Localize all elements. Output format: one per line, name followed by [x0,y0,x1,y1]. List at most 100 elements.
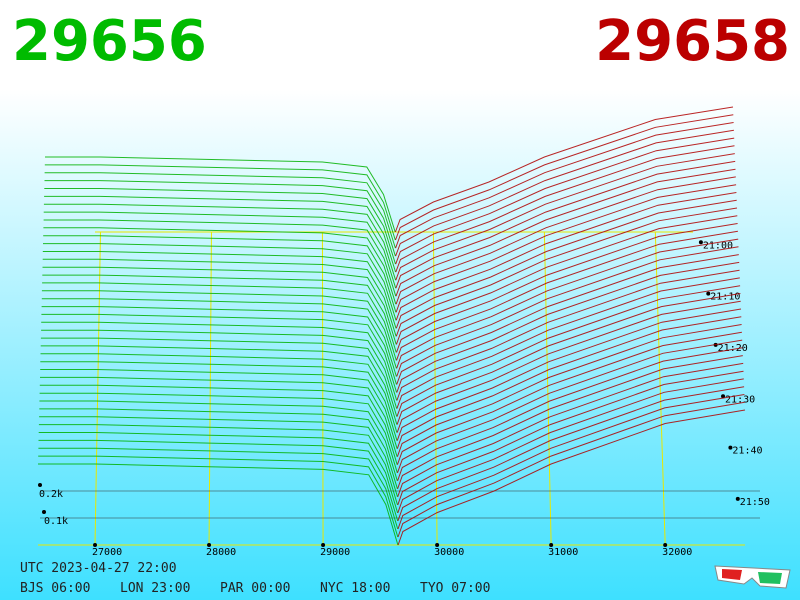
x-tick-label: 28000 [206,547,236,558]
depth-curve [397,386,745,522]
depth-curve [39,384,398,465]
x-tick-mark [93,543,98,547]
depth-curve [397,394,745,530]
depth-curve [396,300,741,433]
depth-curve [38,424,398,506]
depth-curve [41,306,397,385]
depth-curve [396,254,739,385]
x-tick-label: 31000 [548,547,578,558]
depth-curve [39,416,398,497]
depth-curve [394,106,734,233]
depth-curve [42,274,397,353]
time-tick-mark [706,291,711,296]
depth-curve [397,378,744,514]
depth-curve [41,313,398,393]
depth-curve [44,172,396,249]
x-tick-mark [321,543,326,547]
depth-curve [395,215,738,345]
depth-curve [43,227,397,305]
depth-curve [44,188,396,265]
depth-curve [41,329,398,409]
depth-curve [395,153,735,281]
time-tick-mark [735,496,740,501]
time-tick-label: 21:00 [703,240,733,251]
depth-curve [41,321,398,401]
x-tick-label: 29000 [320,547,350,558]
city-time: PAR 00:00 [220,581,290,596]
depth-curve [396,308,742,441]
clocks: BJS 06:00 LON 23:00 PAR 00:00 NYC 18:00 TYO … [20,581,490,596]
time-tick-label: 21:10 [710,292,740,303]
time-tick-label: 21:20 [718,343,748,354]
depth-curve [396,316,742,449]
depth-curve [44,195,397,273]
time-tick-mark [698,240,703,245]
depth-curve [39,400,398,481]
depth-curve [42,266,397,345]
depth-curve [43,203,397,281]
glasses-icon [714,565,791,589]
depth-curve [395,160,736,289]
depth-curve [396,238,739,369]
depth-curve [42,258,397,337]
depth-curve [38,463,399,546]
depth-curve [40,369,398,449]
utc-time: UTC 2023-04-27 22:00 [20,561,177,576]
depth-curve [397,339,743,473]
x-tick-mark [549,543,554,547]
depth-curve [395,184,737,313]
depth-curve [40,361,398,441]
plot: 27000 28000 29000 30000 31000 32000 0.1k 0.2k 21… [38,106,770,558]
depth-curve [40,353,398,433]
depth-curve [396,285,741,417]
depth-curve [39,408,398,489]
depth-curve [38,447,399,530]
y-tick-mark [38,483,42,487]
city-time: NYC 18:00 [320,581,390,596]
depth-curve [40,337,398,417]
x-tick-mark [663,543,668,547]
time-tick-mark [721,394,726,399]
depth-curve [396,269,740,401]
grid-line [321,231,324,546]
depth-curve [396,277,740,409]
y-tick-mark [42,510,46,514]
depth-curve [397,355,743,489]
depth-curve [42,282,397,361]
depth-curve [396,324,742,457]
depth-curve [397,362,744,497]
grid-line [432,231,438,546]
depth-curve [395,176,736,305]
depth-curve [396,230,738,361]
depth-curve [395,199,737,329]
time-tick-mark [728,445,733,450]
best-ask: 29658 [595,9,790,74]
depth-curve [40,376,398,457]
depth-curve [44,180,396,257]
depth-curve [396,246,739,377]
time-tick-label: 21:30 [725,394,755,405]
depth-curve [397,370,744,506]
depth-curve [38,432,399,514]
y-tick-label: 0.1k [44,516,68,527]
depth-curve [43,243,397,321]
depth-curve [396,331,742,465]
depth-curve [396,293,741,425]
depth-curve [395,207,738,337]
x-tick-mark [435,543,440,547]
city-time: LON 23:00 [120,581,190,596]
depth-curve [44,164,396,241]
depth-curve [395,192,737,321]
x-tick-mark [207,543,212,547]
grid-line [94,231,101,546]
depth-curve [38,439,399,522]
depth-curve [396,223,738,353]
depth-curve [42,251,397,329]
time-tick-label: 21:50 [740,497,770,508]
depth-curve [45,156,396,233]
depth-curve [43,211,397,289]
depth-curve [41,298,397,377]
